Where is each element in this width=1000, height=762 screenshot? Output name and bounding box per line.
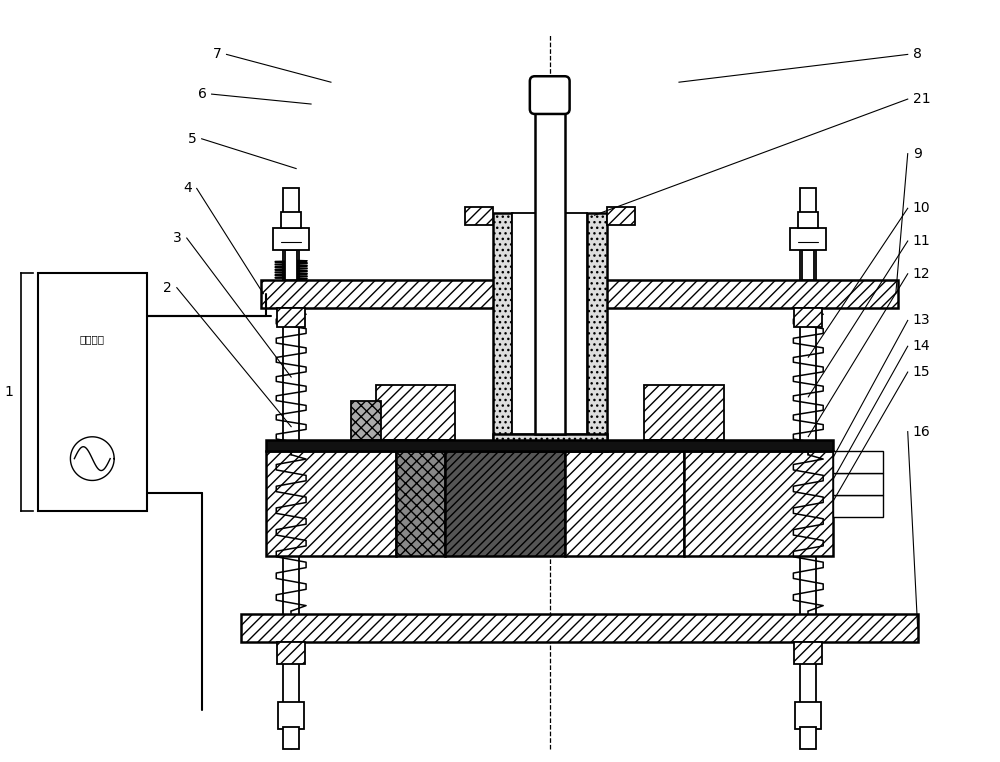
Bar xyxy=(800,728,816,749)
Text: 10: 10 xyxy=(913,201,930,216)
Text: 21: 21 xyxy=(913,92,930,106)
Text: 7: 7 xyxy=(213,47,222,62)
Text: 8: 8 xyxy=(913,47,922,62)
Bar xyxy=(833,495,883,517)
Text: 13: 13 xyxy=(913,313,930,328)
Bar xyxy=(241,614,918,642)
Text: 9: 9 xyxy=(913,146,922,161)
Bar xyxy=(445,451,565,555)
Bar xyxy=(277,642,305,664)
Text: 14: 14 xyxy=(913,339,930,354)
Bar xyxy=(376,385,455,440)
Bar xyxy=(278,702,304,729)
Bar xyxy=(800,188,816,705)
Bar xyxy=(266,451,396,555)
Text: 12: 12 xyxy=(913,267,930,280)
Bar xyxy=(351,402,381,440)
Bar xyxy=(493,213,512,451)
Bar xyxy=(273,228,309,250)
Bar xyxy=(283,188,299,705)
Text: 高频电流: 高频电流 xyxy=(80,335,105,344)
Bar xyxy=(798,213,818,228)
Text: 11: 11 xyxy=(913,234,930,248)
Text: 1: 1 xyxy=(4,385,13,399)
Bar xyxy=(684,451,833,555)
Bar xyxy=(790,228,826,250)
Bar xyxy=(285,250,297,280)
Bar xyxy=(512,213,587,434)
Bar xyxy=(493,434,607,451)
Bar xyxy=(261,280,898,308)
Text: 3: 3 xyxy=(173,231,182,245)
Bar xyxy=(794,308,822,328)
Bar xyxy=(833,473,883,495)
Text: 2: 2 xyxy=(163,280,172,295)
Bar xyxy=(644,385,724,440)
Bar xyxy=(587,213,607,451)
Bar xyxy=(396,451,445,555)
Text: 4: 4 xyxy=(183,181,192,195)
Bar xyxy=(833,451,883,473)
Bar xyxy=(565,451,684,555)
Text: 5: 5 xyxy=(188,132,197,146)
Bar xyxy=(794,642,822,664)
Bar xyxy=(465,207,493,225)
Bar xyxy=(266,440,833,451)
Bar xyxy=(277,308,305,328)
Bar xyxy=(802,250,814,280)
Bar xyxy=(795,702,821,729)
Text: 15: 15 xyxy=(913,365,930,379)
Text: 16: 16 xyxy=(913,424,930,439)
Bar xyxy=(283,728,299,749)
Bar xyxy=(607,207,635,225)
Bar xyxy=(535,109,565,434)
Text: 6: 6 xyxy=(198,87,207,101)
FancyBboxPatch shape xyxy=(530,76,570,114)
Bar xyxy=(38,273,147,511)
Bar xyxy=(281,213,301,228)
